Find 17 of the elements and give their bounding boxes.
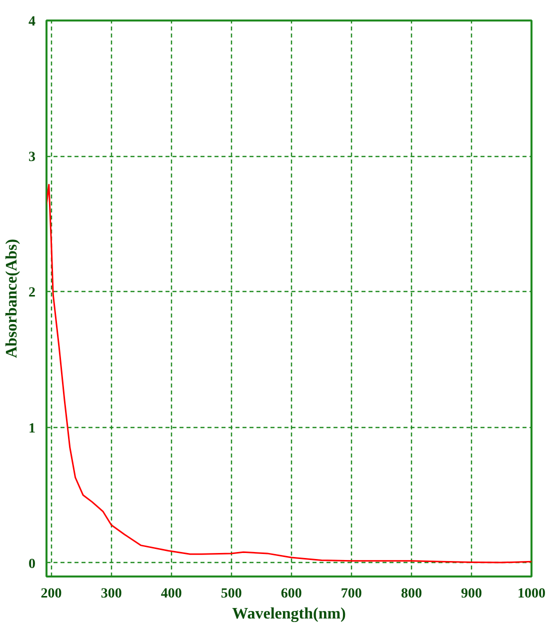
line-series <box>46 184 532 564</box>
x-tick-label: 600 <box>280 586 302 602</box>
x-tick-label: 800 <box>400 586 422 602</box>
y-tick-label: 0 <box>28 556 36 572</box>
x-tick-label: 200 <box>40 586 62 602</box>
y-tick-label: 1 <box>28 421 36 436</box>
y-tick-label: 4 <box>28 14 36 30</box>
x-tick-label: 900 <box>460 586 482 602</box>
x-tick-label: 700 <box>340 586 362 602</box>
x-tick-label: 1000 <box>518 586 546 602</box>
y-tick-label: 3 <box>28 150 36 166</box>
y-axis-title: Absorbance(Abs) <box>4 238 20 358</box>
x-tick-label: 500 <box>220 586 242 602</box>
x-tick-label: 400 <box>160 586 182 602</box>
x-axis-title: Wavelength(nm) <box>232 606 346 622</box>
x-tick-label: 300 <box>100 586 122 602</box>
y-tick-label: 2 <box>28 286 36 301</box>
